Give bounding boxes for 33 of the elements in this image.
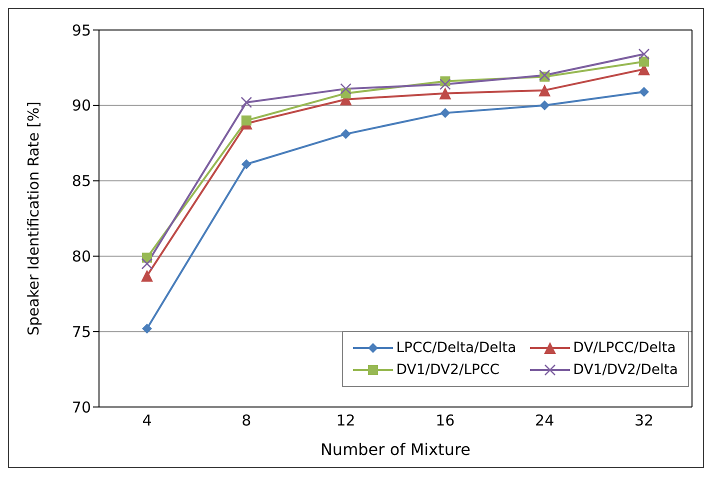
x-tick-label: 4 [142, 412, 152, 430]
legend-label: DV1/DV2/LPCC [396, 362, 500, 378]
point [241, 115, 252, 126]
x-tick-label: 24 [535, 412, 554, 430]
x-axis-title: Number of Mixture [320, 440, 471, 459]
point [142, 324, 152, 334]
point [440, 78, 451, 90]
y-tick-label: 70 [72, 398, 91, 416]
point [540, 100, 550, 110]
point [638, 48, 650, 60]
point [240, 96, 252, 108]
legend-label: DV1/DV2/Delta [573, 362, 678, 378]
y-tick-label: 95 [72, 21, 91, 40]
legend-label: DV/LPCC/Delta [573, 340, 676, 356]
x-tick-label: 32 [634, 412, 654, 430]
point [340, 83, 352, 94]
point [639, 86, 649, 97]
point [538, 84, 551, 96]
point [340, 129, 351, 140]
point [141, 270, 153, 282]
x-tick-label: 12 [336, 412, 356, 430]
x-tick-label: 16 [436, 412, 455, 430]
y-tick-label: 75 [72, 322, 91, 341]
point [439, 87, 452, 100]
legend-label: LPCC/Delta/Delta [396, 340, 516, 356]
point [241, 159, 252, 170]
y-tick-label: 90 [72, 96, 91, 115]
y-tick-label: 80 [72, 248, 91, 266]
point [141, 258, 153, 270]
x-tick-label: 8 [242, 412, 252, 430]
y-tick-label: 85 [72, 172, 91, 190]
point [440, 108, 450, 118]
y-axis-title: Speaker Identification Rate [%] [24, 101, 42, 336]
